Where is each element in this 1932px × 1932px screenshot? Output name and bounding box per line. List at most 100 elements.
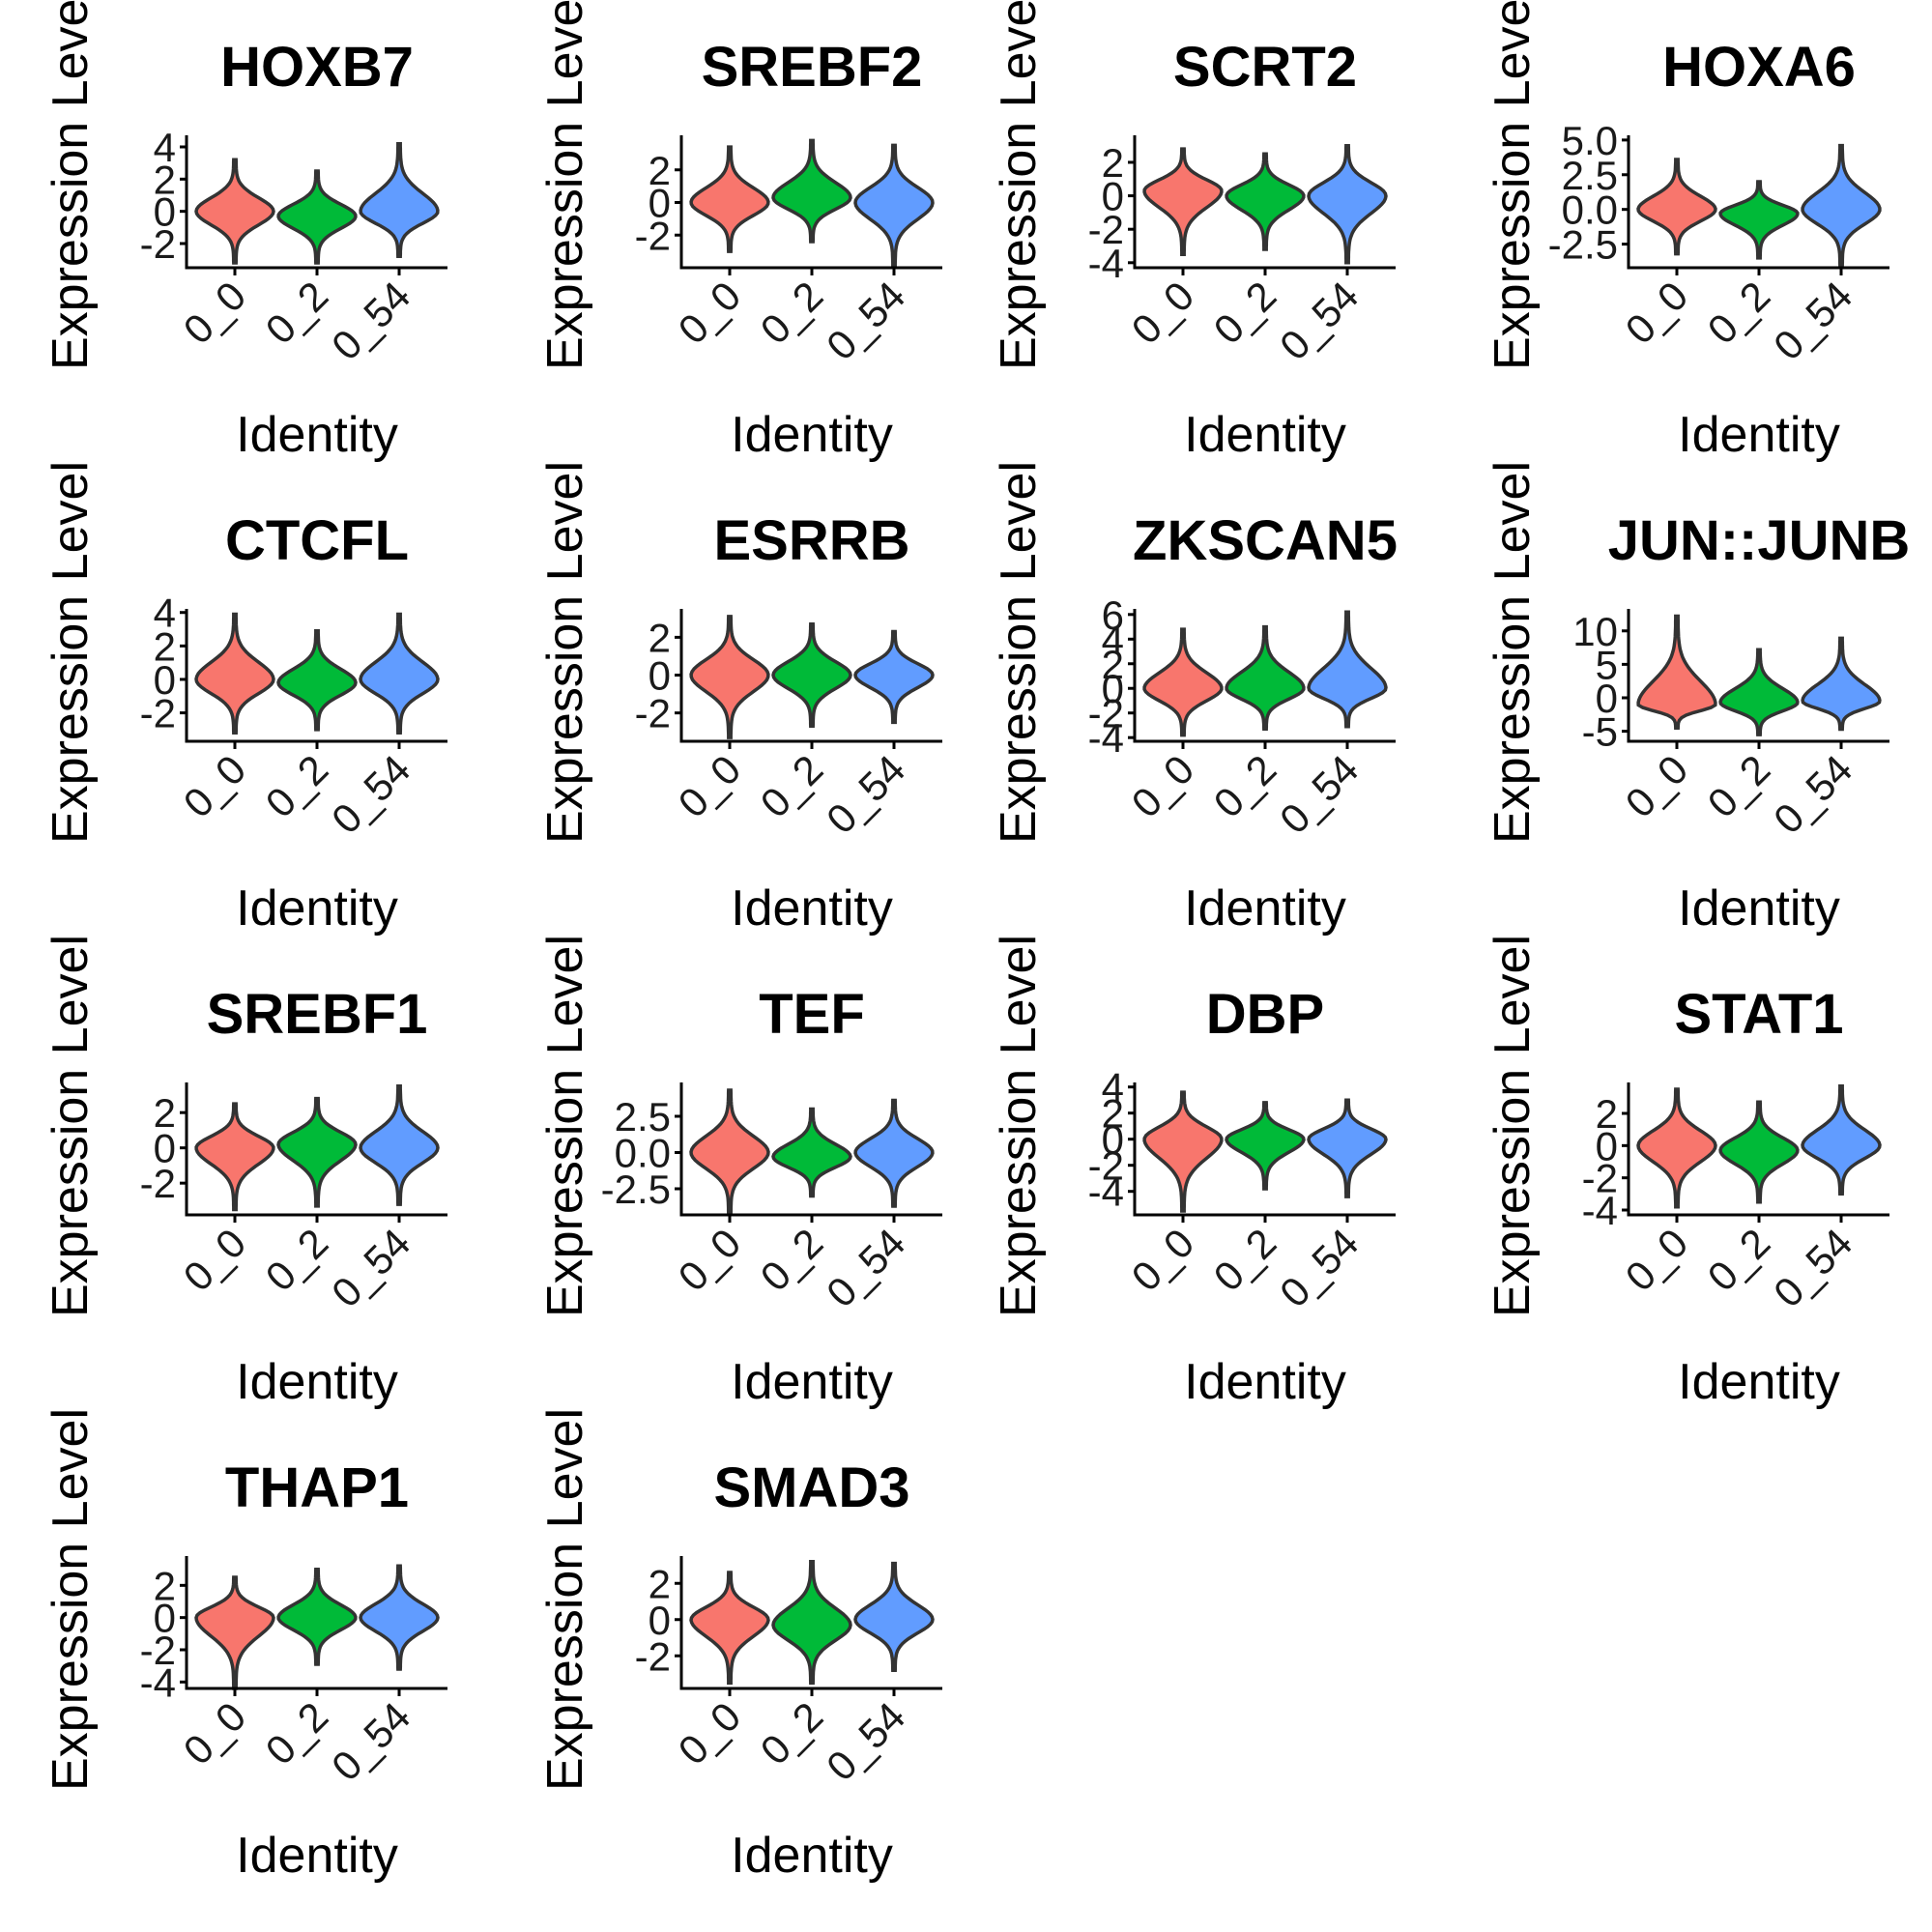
violin-0_0 <box>1142 627 1224 737</box>
x-tick-label: 0_0 <box>175 1220 255 1300</box>
y-tick-label: 0 <box>1596 676 1618 721</box>
x-tick-label: 0_54 <box>323 746 418 842</box>
panel-title: TEF <box>759 983 865 1046</box>
y-tick-label: -2 <box>635 1633 671 1679</box>
x-tick-label: 0_0 <box>1123 273 1203 353</box>
y-tick-label: 6 <box>1102 592 1124 638</box>
violin-0_0 <box>689 1571 770 1686</box>
x-tick-label: 0_0 <box>1123 746 1203 826</box>
panel-thap1: THAP1 Expression Level 20-2-40_0 0_20_54 Ide… <box>43 1408 447 1884</box>
panel-hoxb7: HOXB7 Expression Level 420-2 0_0 0_20_54 Iden… <box>43 0 447 463</box>
violin-0_0 <box>1142 147 1224 256</box>
y-axis-label: Expression Level <box>537 935 593 1317</box>
x-tick-label: 0_2 <box>752 273 832 353</box>
panel-tef: TEF Expression Level 2.50.0-2.5 0_0 0_20_54 I… <box>537 935 942 1410</box>
violin-0_2 <box>1225 1101 1306 1191</box>
violin-0_54 <box>1307 610 1388 729</box>
x-tick-label: 0_54 <box>818 1693 913 1789</box>
y-axis-label: Expression Level <box>1485 461 1541 844</box>
violin-0_54 <box>1307 1098 1388 1198</box>
y-tick-label: -2.5 <box>601 1167 671 1212</box>
x-axis-label: Identity <box>236 1828 398 1884</box>
violin-0_2 <box>771 1560 852 1686</box>
y-tick-label: 0 <box>649 653 671 699</box>
violin-0_54 <box>1307 143 1388 265</box>
y-tick-label: 0 <box>1102 1117 1124 1163</box>
x-tick-label: 0_2 <box>1699 746 1779 826</box>
y-tick-label: -2 <box>140 221 176 267</box>
x-tick-label: 0_54 <box>818 1220 913 1315</box>
x-tick-label: 0_0 <box>670 273 750 353</box>
violin-0_2 <box>771 1107 852 1198</box>
violin-0_0 <box>689 615 770 739</box>
violin-0_54 <box>1801 636 1882 732</box>
violin-0_0 <box>194 1575 275 1690</box>
violin-0_0 <box>194 612 275 735</box>
panel-dbp: DBP Expression Level 420-2-4 0_0 0_20_54 Iden… <box>991 935 1396 1410</box>
x-tick-label: 0_2 <box>257 1220 337 1300</box>
y-tick-label: -2 <box>140 691 176 736</box>
x-tick-label: 0_2 <box>257 746 337 826</box>
x-tick-label: 0_2 <box>257 1693 337 1773</box>
y-tick-label: -4 <box>1088 715 1124 761</box>
violin-0_0 <box>194 158 275 265</box>
x-tick-label: 0_54 <box>1271 273 1367 368</box>
y-tick-label: -2 <box>140 1161 176 1206</box>
violin-0_54 <box>853 1098 935 1208</box>
x-tick-label: 0_0 <box>1617 1220 1697 1300</box>
x-tick-label: 0_54 <box>818 273 913 368</box>
y-tick-label: 10 <box>1572 609 1618 654</box>
x-tick-label: 0_0 <box>1617 273 1697 353</box>
x-axis-label: Identity <box>731 880 893 937</box>
x-tick-label: 0_2 <box>1699 1220 1779 1300</box>
y-tick-label: 2 <box>154 1090 176 1136</box>
violin-0_2 <box>276 1567 358 1666</box>
x-tick-label: 0_2 <box>1205 746 1285 826</box>
y-tick-label: -2.5 <box>1548 222 1618 268</box>
x-tick-label: 0_2 <box>1205 1220 1285 1300</box>
violin-0_2 <box>1225 152 1306 251</box>
y-tick-label: -2 <box>1088 207 1124 252</box>
violin-0_0 <box>194 1102 275 1212</box>
x-axis-label: Identity <box>1678 880 1840 937</box>
y-axis-label: Expression Level <box>537 1408 593 1791</box>
y-axis-label: Expression Level <box>43 0 99 370</box>
violin-0_54 <box>359 141 440 259</box>
violin-0_2 <box>771 621 852 729</box>
y-tick-label: 0 <box>154 1126 176 1171</box>
x-tick-label: 0_54 <box>323 1220 418 1315</box>
violin-0_2 <box>1718 1100 1800 1204</box>
violin-0_2 <box>276 1096 358 1208</box>
panel-title: SREBF2 <box>702 36 923 99</box>
y-tick-label: 0 <box>649 1598 671 1643</box>
y-tick-label: 2 <box>1102 642 1124 687</box>
y-tick-label: 2.5 <box>1562 153 1618 198</box>
y-tick-label: -2 <box>635 691 671 736</box>
panel-srebf2: SREBF2 Expression Level 20-2 0_0 0_20_54 Iden… <box>537 0 942 463</box>
panel-title: THAP1 <box>225 1456 409 1519</box>
y-axis-label: Expression Level <box>43 461 99 844</box>
panel-title: SMAD3 <box>713 1456 909 1519</box>
violin-0_2 <box>276 629 358 732</box>
panel-title: HOXB7 <box>220 36 414 99</box>
x-tick-label: 0_0 <box>1123 1220 1203 1300</box>
violin-0_2 <box>276 169 358 265</box>
x-tick-label: 0_54 <box>1271 1220 1367 1315</box>
y-tick-label: 0 <box>154 189 176 235</box>
y-tick-label: -4 <box>1088 1169 1124 1215</box>
violin-0_54 <box>1801 1083 1882 1197</box>
x-axis-label: Identity <box>731 1354 893 1410</box>
violin-0_0 <box>1142 1090 1224 1213</box>
y-axis-label: Expression Level <box>1485 0 1541 370</box>
y-tick-label: 5.0 <box>1562 118 1618 163</box>
y-axis-label: Expression Level <box>537 461 593 844</box>
x-axis-label: Identity <box>236 1354 398 1410</box>
x-tick-label: 0_54 <box>1765 273 1860 368</box>
violin-0_0 <box>1636 1087 1717 1209</box>
panel-smad3: SMAD3 Expression Level 20-2 0_0 0_20_54 Ident… <box>537 1408 942 1884</box>
y-axis-label: Expression Level <box>991 461 1047 844</box>
violin-0_54 <box>853 143 935 269</box>
panel-ctcfl: CTCFL Expression Level 420-2 0_0 0_20_54 Iden… <box>43 461 447 937</box>
y-tick-label: 2 <box>154 623 176 669</box>
